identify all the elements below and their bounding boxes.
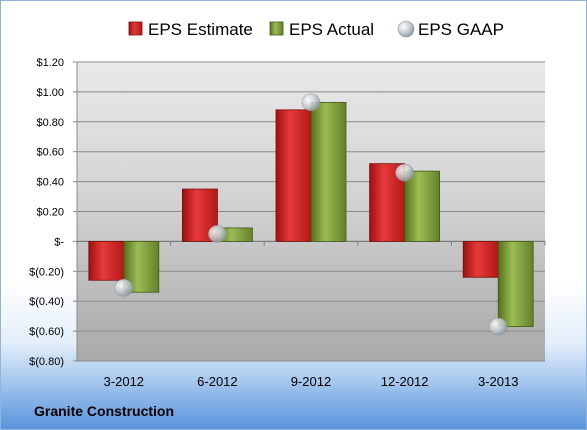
legend-eps-gaap-label: EPS GAAP [418, 20, 504, 39]
x-tick-label: 3-2012 [104, 374, 144, 389]
eps-gaap-marker [395, 163, 414, 182]
x-tick-label: 3-2013 [478, 374, 518, 389]
x-tick-label: 6-2012 [197, 374, 237, 389]
y-tick-label: $(0.60) [29, 326, 64, 338]
y-tick-label: $- [54, 236, 64, 248]
legend-eps-estimate-swatch [128, 21, 143, 36]
legend-eps-gaap-swatch [397, 20, 415, 38]
y-tick-label: $1.00 [36, 87, 64, 99]
y-tick-label: $0.20 [36, 207, 64, 219]
x-tick-label: 12-2012 [381, 374, 429, 389]
eps-actual-bar [497, 240, 534, 328]
eps-actual-bar [310, 101, 347, 242]
eps-estimate-bar [462, 240, 499, 278]
y-tick-label: $0.60 [36, 147, 64, 159]
y-tick-label: $0.80 [36, 117, 64, 129]
eps-gaap-marker [114, 278, 134, 297]
legend-eps-estimate-label: EPS Estimate [148, 20, 253, 39]
y-tick-label: $(0.80) [29, 356, 64, 368]
legend-eps-actual-swatch [269, 21, 284, 36]
y-tick-label: $(0.40) [29, 296, 64, 308]
x-tick-label: 9-2012 [291, 374, 331, 389]
eps-gaap-marker [488, 317, 508, 336]
company-name: Granite Construction [34, 403, 175, 419]
eps-gaap-marker [208, 225, 227, 243]
y-tick-label: $1.20 [36, 57, 64, 69]
y-tick-label: $0.40 [36, 177, 64, 189]
y-tick-label: $(0.20) [29, 266, 64, 278]
eps-gaap-marker [301, 93, 321, 112]
eps-estimate-bar [88, 240, 125, 281]
legend-eps-actual-label: EPS Actual [289, 20, 374, 39]
eps-estimate-bar [275, 109, 312, 242]
eps-actual-bar [404, 170, 441, 242]
